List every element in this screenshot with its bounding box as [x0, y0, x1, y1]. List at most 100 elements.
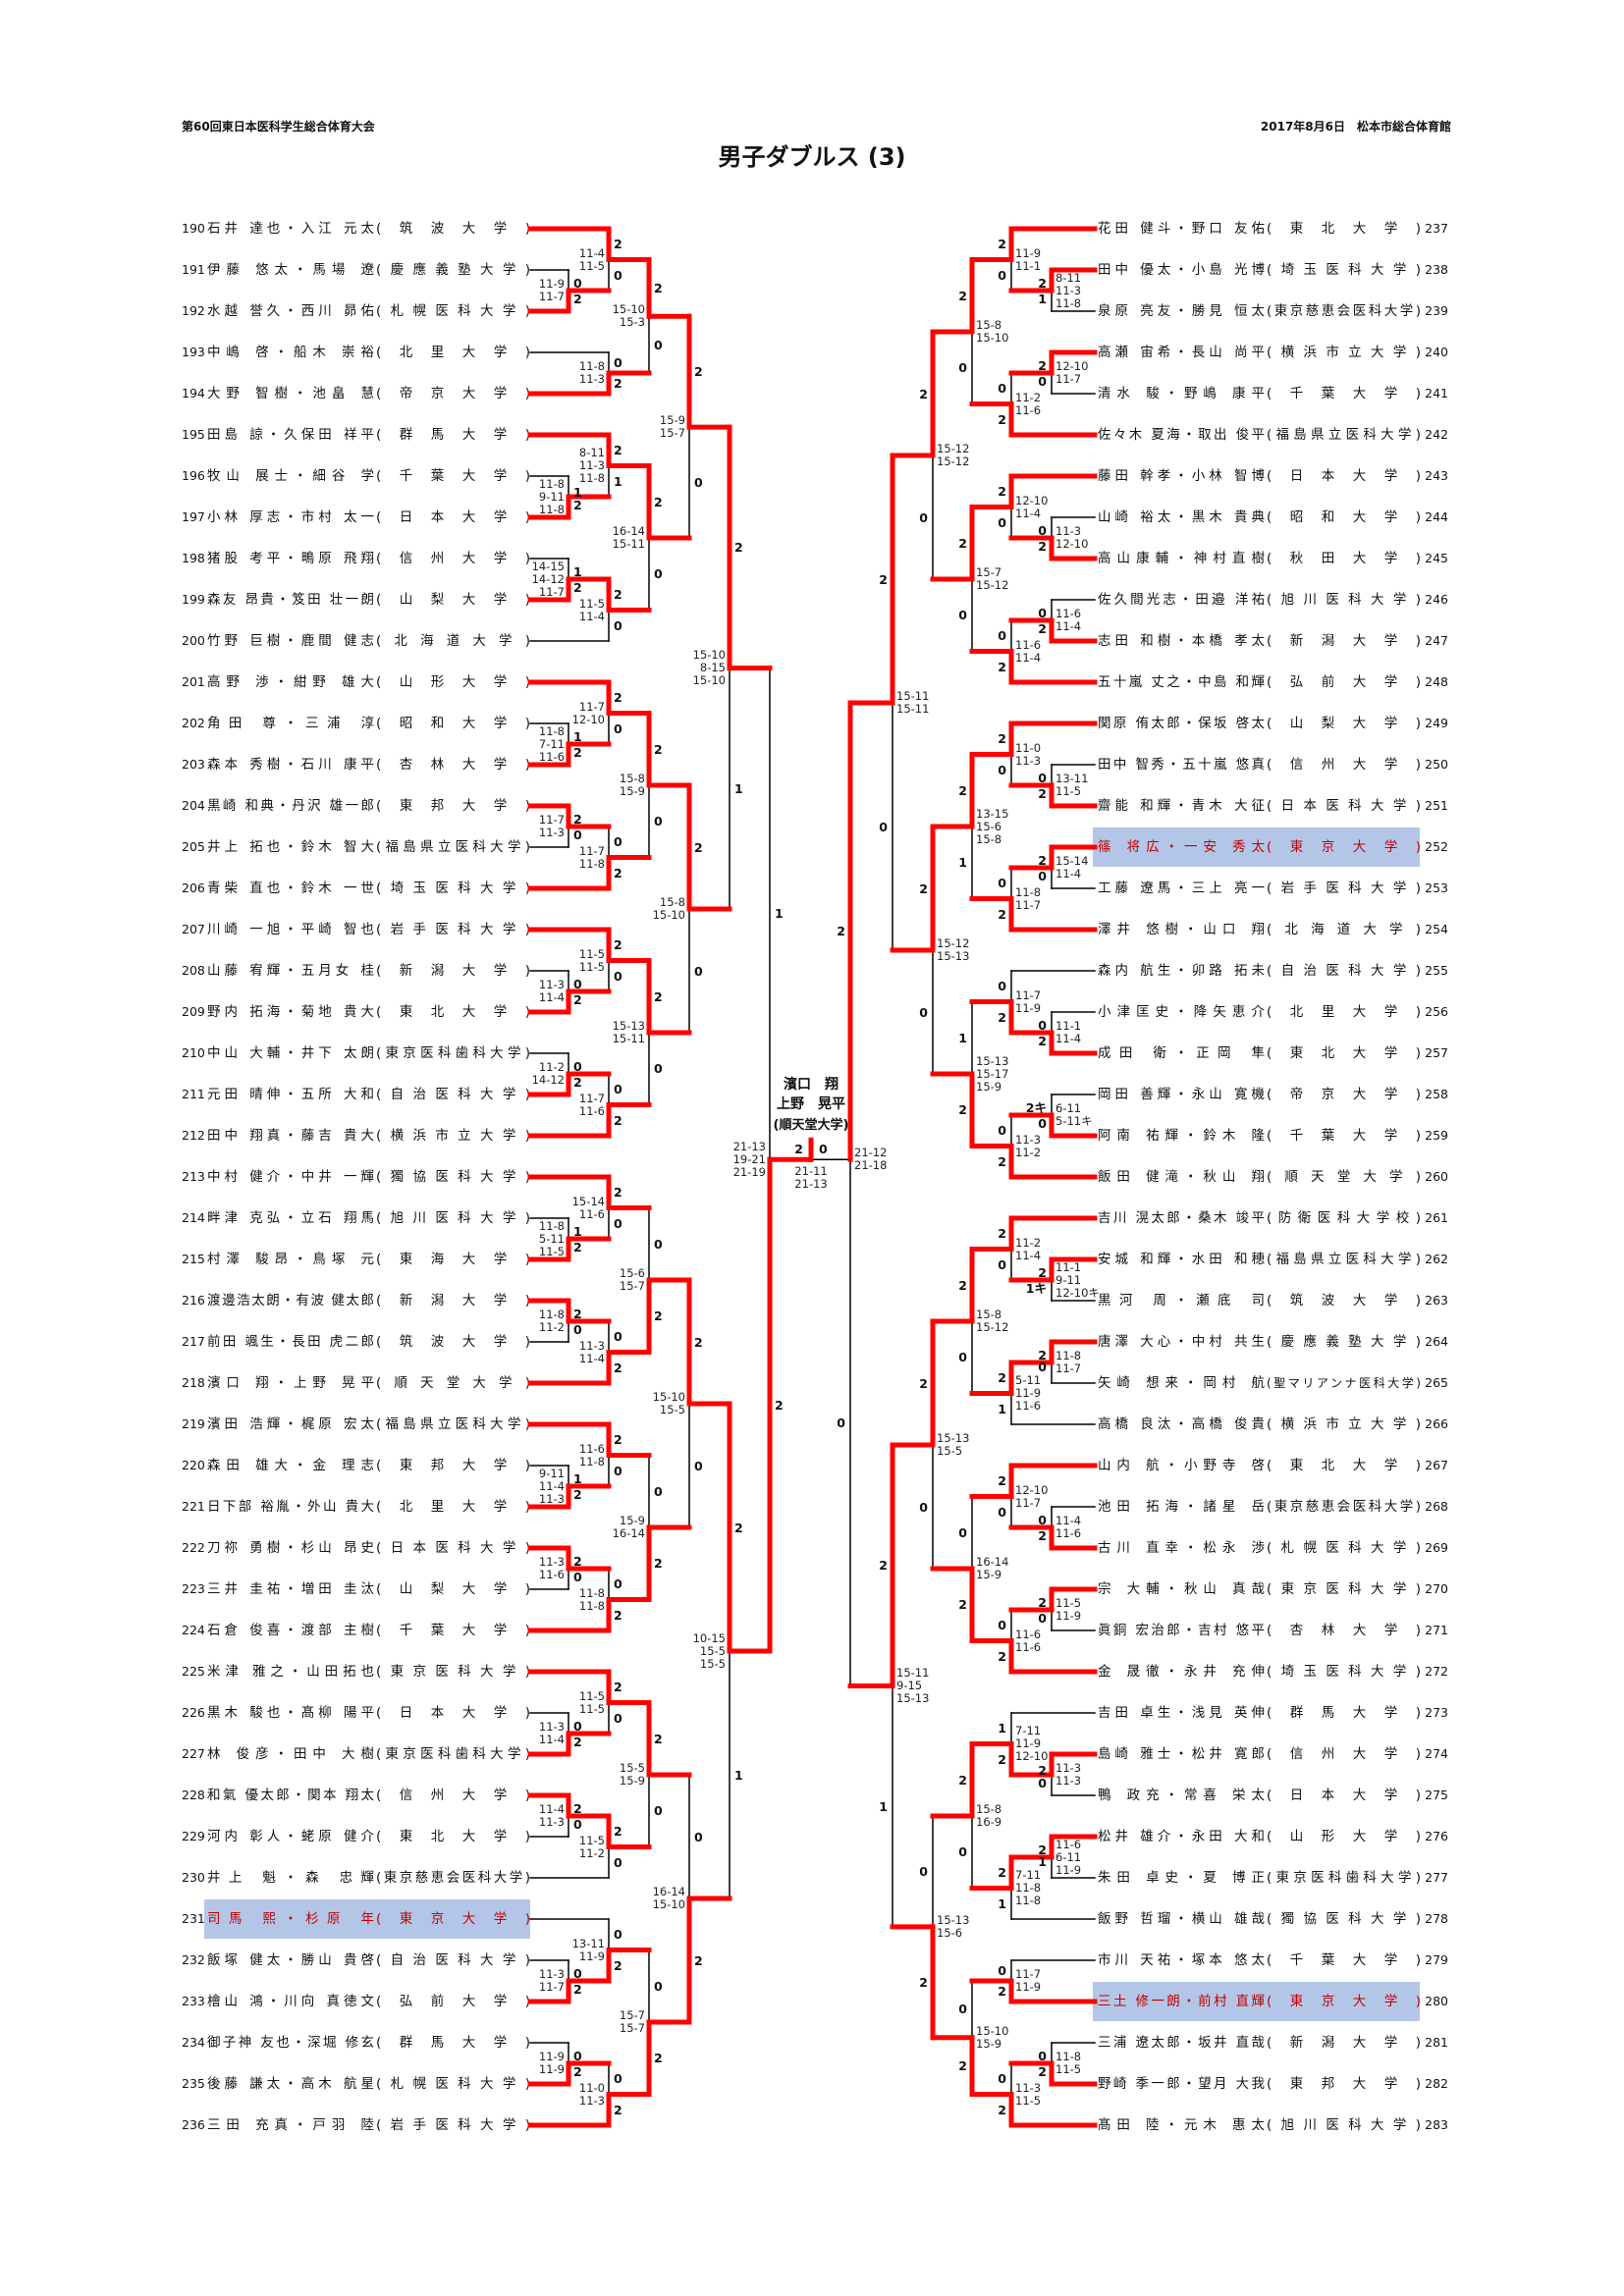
- set-score: 14-12: [531, 1073, 565, 1087]
- entry-row: 224 石倉 俊喜・渡部 主樹 (千葉大学): [182, 1620, 530, 1641]
- match-result: 2: [734, 1520, 743, 1535]
- entry-number: 224: [182, 1623, 205, 1637]
- set-score: 11-5: [578, 1701, 605, 1716]
- set-score: 11-2: [1015, 1235, 1042, 1250]
- player-names: 三井 圭祐・増田 圭汰: [207, 1581, 374, 1597]
- university: (信州大学): [376, 1788, 530, 1803]
- player-names: 阿南 祐輝・鈴木 隆: [1098, 1128, 1265, 1144]
- entry-row: 212 田中 翔真・藤吉 貴大 (横浜市立大学): [182, 1125, 530, 1147]
- entry-row: 市川 天祐・塚本 悠太 (千葉大学) 279: [1098, 1949, 1448, 1971]
- set-score: 11-3: [578, 2093, 605, 2108]
- university: (群馬大学): [376, 2035, 530, 2051]
- match-result: 0: [1038, 868, 1047, 883]
- set-score: 11-3: [578, 372, 605, 386]
- set-score: 15-13: [896, 1690, 930, 1705]
- set-score: 11-8: [578, 856, 605, 871]
- match-result: 2: [998, 411, 1006, 427]
- player-names: 飯野 哲瑠・横山 雄哉: [1098, 1911, 1265, 1927]
- entry-row: 225 米津 雅之・山田拓也 (東京医科大学): [182, 1661, 530, 1682]
- set-score: 9-11: [538, 1466, 565, 1480]
- university: (東京大学): [1267, 1994, 1421, 2009]
- set-score: 11-9: [538, 2050, 565, 2063]
- set-score: 15-12: [937, 442, 970, 455]
- match-result: 2: [573, 1734, 582, 1749]
- set-score: 15-9: [619, 1514, 645, 1527]
- player-names: 伊藤 悠太・馬場 遼: [207, 262, 374, 278]
- entry-number: 248: [1425, 674, 1448, 689]
- set-score: 15-8: [976, 318, 1002, 332]
- set-score: 12-10キ: [1056, 1285, 1100, 1300]
- set-score: 15-13: [612, 1019, 645, 1033]
- player-names: 成田 衛・正岡 隼: [1098, 1045, 1265, 1061]
- set-score: 15-6: [937, 1925, 963, 1940]
- match-result: 0: [614, 1215, 623, 1231]
- player-names: 花田 健斗・野口 友佑: [1098, 221, 1265, 237]
- match-result: 2: [614, 2102, 623, 2117]
- player-names: 工藤 遼馬・三上 亮一: [1098, 881, 1265, 896]
- entry-number: 234: [182, 2035, 205, 2050]
- match-result: 0: [614, 2071, 623, 2087]
- set-score: 16-14: [612, 1526, 645, 1540]
- set-score: 11-3: [1015, 1132, 1042, 1147]
- set-score: 11-8: [1056, 295, 1082, 310]
- set-score: 15-8: [976, 1802, 1002, 1816]
- entry-number: 228: [182, 1788, 205, 1802]
- set-score: 15-5: [699, 1643, 726, 1658]
- set-score: 12-10: [1056, 359, 1089, 373]
- match-result: 0: [1038, 1115, 1047, 1131]
- player-names: 清水 駿・野嶋 康平: [1098, 386, 1265, 401]
- set-score: 11-8: [1015, 884, 1042, 899]
- match-result: 1: [614, 473, 623, 489]
- university: (東邦大学): [376, 798, 530, 814]
- match-result: 2: [614, 937, 623, 953]
- entry-number: 216: [182, 1293, 205, 1308]
- university: (山形大学): [1267, 1829, 1421, 1844]
- entry-number: 253: [1425, 881, 1448, 895]
- match-result: 1: [775, 906, 784, 922]
- set-score: 15-17: [976, 1066, 1009, 1081]
- entry-number: 250: [1425, 757, 1448, 772]
- set-score: 6-11: [1056, 1849, 1082, 1864]
- match-result: 2: [614, 376, 623, 391]
- set-score: 15-12: [976, 578, 1009, 592]
- match-result: 0: [998, 267, 1006, 283]
- player-names: 森内 航生・卯路 拓未: [1098, 963, 1265, 979]
- player-names: 鴨 政充・常喜 栄太: [1098, 1788, 1265, 1803]
- set-score: 11-9: [538, 2062, 565, 2076]
- player-names: 米津 雅之・山田拓也: [207, 1664, 374, 1680]
- set-score: 11-3: [538, 1555, 565, 1569]
- set-score: 15-3: [619, 315, 645, 330]
- entry-row: 髙田 陸・元木 惠太 (旭川医科大学) 283: [1098, 2114, 1448, 2136]
- university: (東北大学): [376, 1004, 530, 1020]
- match-result: 2: [1038, 785, 1047, 801]
- match-result: 0: [958, 608, 967, 623]
- set-score: 15-9: [976, 1568, 1002, 1581]
- match-result: 0: [573, 275, 582, 291]
- set-score: 11-6: [578, 1206, 605, 1221]
- match-result: 2: [919, 881, 928, 896]
- entry-row: 191 伊藤 悠太・馬場 遼 (慶應義塾大学): [182, 259, 530, 281]
- player-names: 金 晟徹・永井 充伸: [1098, 1664, 1265, 1680]
- set-score: 11-8: [1056, 1349, 1082, 1362]
- set-score: 15-9: [619, 1774, 645, 1788]
- final-result: 2: [794, 1141, 803, 1156]
- set-score: 11-7: [538, 1980, 565, 1994]
- match-result: 0: [573, 1569, 582, 1584]
- university: (福島県立医科大学): [1267, 427, 1421, 443]
- set-score: 11-6: [1015, 637, 1042, 652]
- match-result: 2: [654, 2051, 663, 2066]
- entry-row: 田中 優太・小島 光博 (埼玉医科大学) 238: [1098, 259, 1448, 281]
- university: (埼玉医科大学): [1267, 262, 1421, 278]
- entry-number: 223: [182, 1581, 205, 1596]
- set-score: 11-6: [538, 749, 565, 764]
- match-result: 2: [1038, 1527, 1047, 1543]
- match-result: 1: [998, 1896, 1006, 1911]
- match-result: 0: [614, 834, 623, 850]
- player-names: 濱田 浩輝・梶原 宏太: [207, 1416, 374, 1432]
- event-name: 第60回東日本医科学生総合体育大会: [182, 120, 375, 133]
- set-score: 11-8: [578, 1454, 605, 1468]
- match-result: 2: [614, 690, 623, 706]
- match-result: 2: [1038, 1594, 1047, 1610]
- match-result: 2: [614, 1112, 623, 1128]
- entry-row: 宗 大輔・秋山 真哉 (東京医科大学) 270: [1098, 1578, 1448, 1600]
